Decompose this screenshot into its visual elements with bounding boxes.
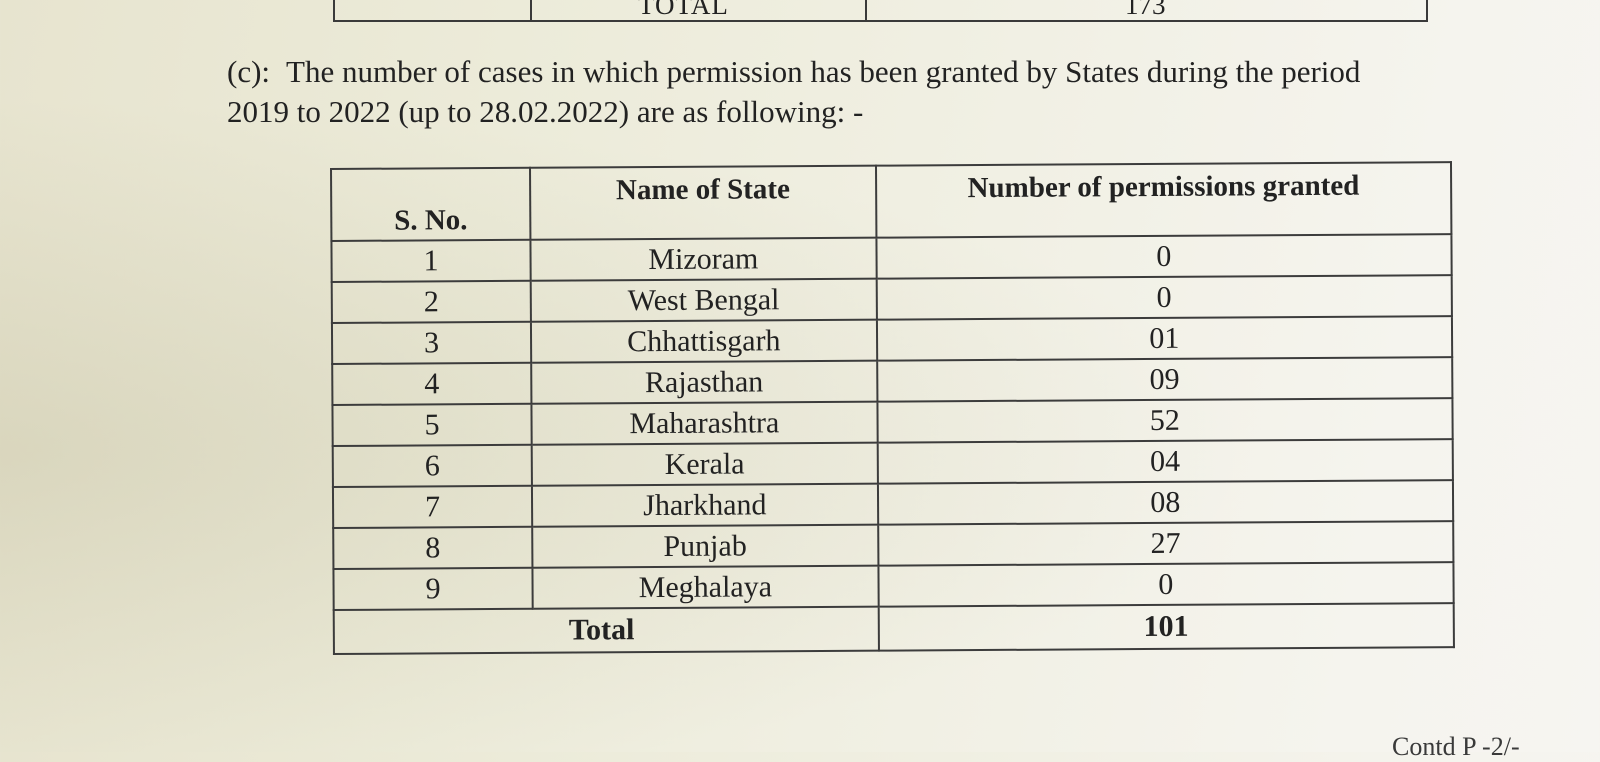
header-permissions: Number of permissions granted: [875, 162, 1452, 238]
table-row: 5 Maharashtra 52: [332, 398, 1453, 446]
header-sno: S. No.: [331, 167, 531, 241]
cell-state: Kerala: [531, 442, 878, 486]
table-header-row: S. No. Name of State Number of permissio…: [331, 162, 1452, 241]
intro-text-line2: 2019 to 2022 (up to 28.02.2022) are as f…: [227, 94, 864, 129]
table-row: 6 Kerala 04: [332, 439, 1453, 487]
table-total-row: Total 101: [333, 603, 1454, 654]
table-row: 2 West Bengal 0: [331, 275, 1452, 323]
cell-sno: 9: [333, 567, 533, 610]
column-divider: [530, 0, 532, 20]
table-row: 3 Chhattisgarh 01: [331, 316, 1453, 364]
table-row: 9 Meghalaya 0: [333, 562, 1454, 610]
cell-count: 0: [876, 275, 1452, 320]
column-divider: [865, 0, 867, 20]
cell-state: Meghalaya: [532, 565, 879, 609]
total-label: Total: [568, 613, 635, 647]
cell-count: 0: [876, 234, 1452, 279]
cell-count: 08: [877, 480, 1454, 525]
cell-count: 52: [877, 398, 1453, 443]
header-state: Name of State: [529, 165, 877, 240]
cell-state: Mizoram: [530, 237, 877, 281]
cell-state: West Bengal: [530, 278, 877, 322]
cell-sno: 8: [333, 526, 533, 569]
previous-total-value: 173: [1125, 0, 1166, 20]
cell-sno: 7: [332, 485, 533, 528]
cell-sno: 2: [331, 280, 531, 323]
total-value: 101: [878, 603, 1454, 651]
cell-state: Jharkhand: [531, 483, 878, 527]
intro-text-line1: The number of cases in which permission …: [286, 54, 1361, 89]
cell-count: 09: [876, 357, 1453, 402]
previous-total-label: TOTAL: [638, 0, 729, 20]
section-label: (c):: [227, 54, 271, 89]
cell-state: Punjab: [532, 524, 879, 568]
table-row: 1 Mizoram 0: [331, 234, 1452, 282]
cell-count: 01: [876, 316, 1453, 361]
permissions-table: S. No. Name of State Number of permissio…: [330, 161, 1455, 655]
continued-note: Contd P -2/-: [1392, 732, 1520, 761]
cell-count: 04: [877, 439, 1453, 484]
cell-sno: 1: [331, 239, 531, 282]
cell-sno: 6: [332, 444, 532, 487]
cell-state: Chhattisgarh: [530, 319, 877, 363]
total-label-cell: Total: [333, 606, 879, 654]
cell-state: Rajasthan: [531, 360, 878, 404]
table-row: 4 Rajasthan 09: [332, 357, 1453, 405]
section-intro: (c): The number of cases in which permiss…: [227, 52, 1497, 132]
cell-sno: 4: [332, 362, 532, 405]
table-row: 8 Punjab 27: [333, 521, 1454, 569]
cell-state: Maharashtra: [531, 401, 878, 445]
cell-count: 0: [878, 562, 1454, 607]
cell-count: 27: [877, 521, 1454, 566]
table-row: 7 Jharkhand 08: [332, 480, 1454, 528]
previous-table-total-row: TOTAL 173: [333, 0, 1428, 22]
cell-sno: 5: [332, 403, 532, 446]
cell-sno: 3: [331, 321, 532, 364]
